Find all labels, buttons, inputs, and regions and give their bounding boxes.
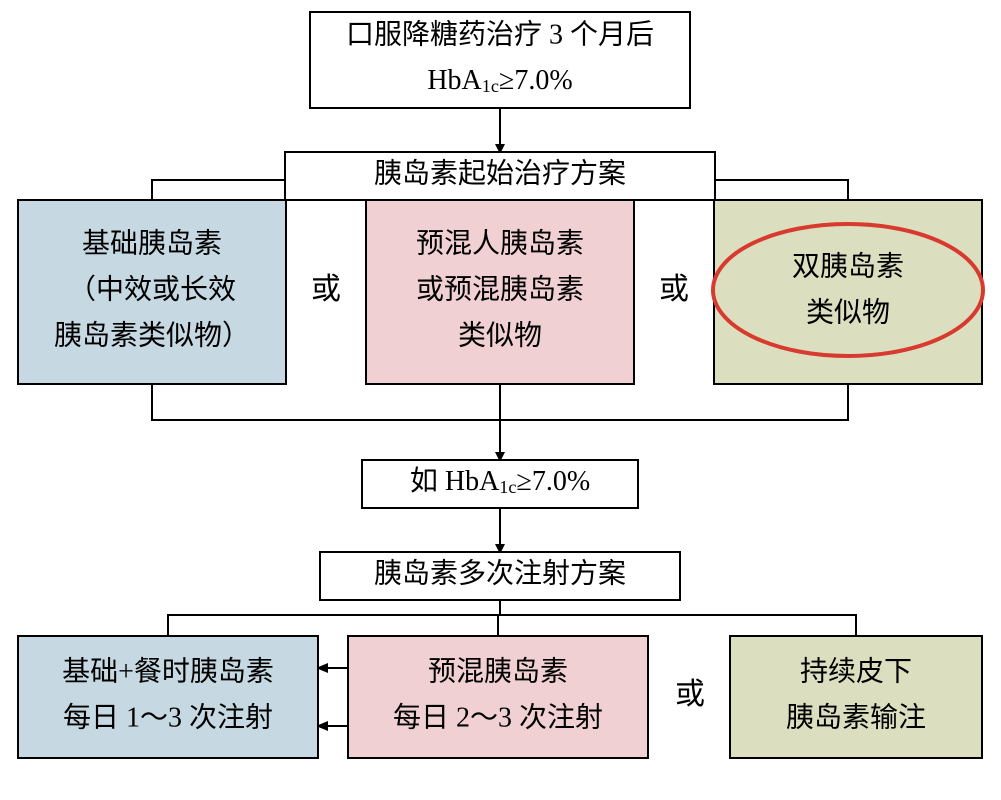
or-label-or1: 或 — [311, 273, 341, 306]
or-label-or3: 或 — [675, 678, 705, 711]
node-n2: 胰岛素起始治疗方案 — [285, 152, 715, 200]
svg-text:持续皮下: 持续皮下 — [800, 655, 912, 687]
svg-text:胰岛素类似物）: 胰岛素类似物） — [54, 319, 250, 351]
svg-text:胰岛素多次注射方案: 胰岛素多次注射方案 — [374, 557, 626, 589]
node-n9: 预混胰岛素每日 2～3 次注射 — [348, 636, 648, 758]
or-label-or2: 或 — [659, 273, 689, 306]
node-n6: 如 HbA1c≥7.0% — [362, 460, 638, 508]
node-n7: 胰岛素多次注射方案 — [320, 552, 680, 600]
svg-text:每日 2～3 次注射: 每日 2～3 次注射 — [393, 701, 603, 733]
svg-text:类似物: 类似物 — [458, 319, 542, 351]
node-n1: 口服降糖药治疗 3 个月后 HbA1c≥7.0% — [310, 12, 690, 108]
svg-text:口服降糖药治疗 3 个月后: 口服降糖药治疗 3 个月后 — [346, 18, 654, 50]
svg-text:胰岛素输注: 胰岛素输注 — [786, 701, 926, 733]
node-n3: 基础胰岛素 （中效或长效胰岛素类似物） — [18, 200, 286, 384]
node-n10: 持续皮下胰岛素输注 — [730, 636, 982, 758]
svg-text:每日 1～3 次注射: 每日 1～3 次注射 — [63, 701, 273, 733]
svg-text:HbA1c≥7.0%: HbA1c≥7.0% — [427, 65, 572, 96]
svg-text:或预混胰岛素: 或预混胰岛素 — [416, 273, 584, 305]
svg-text:类似物: 类似物 — [806, 296, 890, 328]
svg-text:双胰岛素: 双胰岛素 — [792, 250, 904, 282]
node-n8: 基础+餐时胰岛素每日 1～3 次注射 — [18, 636, 318, 758]
svg-text:预混人胰岛素: 预混人胰岛素 — [416, 227, 584, 259]
svg-text:基础胰岛素: 基础胰岛素 — [82, 227, 222, 259]
node-n4: 预混人胰岛素或预混胰岛素类似物 — [366, 200, 634, 384]
svg-text:胰岛素起始治疗方案: 胰岛素起始治疗方案 — [374, 157, 626, 189]
svg-text:预混胰岛素: 预混胰岛素 — [428, 655, 568, 687]
flowchart-canvas: 口服降糖药治疗 3 个月后 HbA1c≥7.0% 胰岛素起始治疗方案基础胰岛素 （中效… — [0, 0, 1001, 800]
svg-text:基础+餐时胰岛素: 基础+餐时胰岛素 — [62, 655, 274, 687]
svg-text:（中效或长效: （中效或长效 — [68, 273, 236, 305]
